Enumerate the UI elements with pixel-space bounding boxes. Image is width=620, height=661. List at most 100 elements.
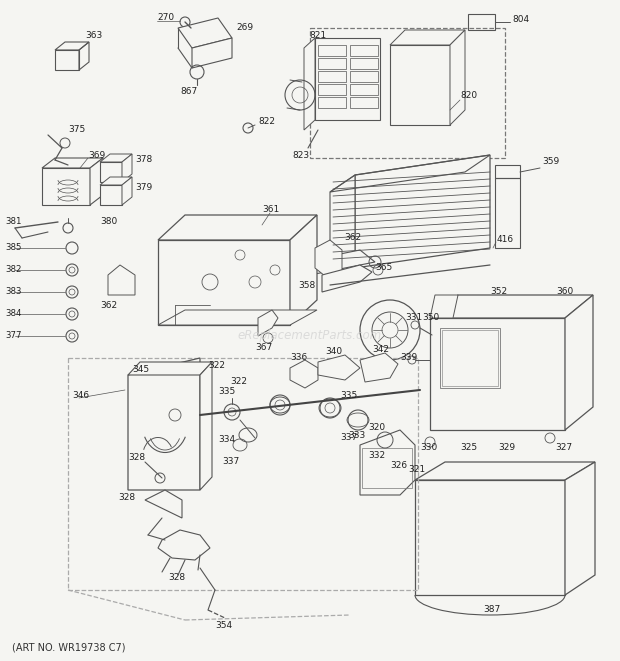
Text: 821: 821: [309, 30, 326, 40]
Polygon shape: [158, 240, 290, 325]
Polygon shape: [390, 45, 450, 125]
Polygon shape: [430, 295, 593, 318]
Text: 362: 362: [344, 233, 361, 243]
Polygon shape: [128, 362, 212, 375]
Text: 328: 328: [128, 453, 145, 463]
Text: 822: 822: [258, 118, 275, 126]
Text: 322: 322: [230, 377, 247, 387]
Bar: [318, 58, 346, 69]
Text: 382: 382: [5, 266, 22, 274]
Text: 375: 375: [68, 126, 86, 134]
Bar: [350, 84, 378, 95]
Text: 352: 352: [490, 288, 507, 297]
Text: 337: 337: [222, 457, 239, 467]
Bar: [318, 84, 346, 95]
Polygon shape: [90, 158, 103, 205]
Text: 381: 381: [5, 217, 22, 227]
Text: 380: 380: [100, 217, 117, 227]
Text: (ART NO. WR19738 C7): (ART NO. WR19738 C7): [12, 643, 125, 653]
Polygon shape: [108, 265, 135, 295]
Polygon shape: [178, 18, 232, 48]
Text: 320: 320: [368, 424, 385, 432]
Polygon shape: [450, 30, 465, 125]
Polygon shape: [430, 318, 565, 430]
Text: 359: 359: [542, 157, 559, 167]
Text: 369: 369: [88, 151, 105, 159]
Text: 384: 384: [5, 309, 22, 319]
Text: 387: 387: [484, 605, 500, 615]
Text: 367: 367: [255, 344, 272, 352]
Polygon shape: [565, 462, 595, 595]
Polygon shape: [330, 175, 355, 285]
Polygon shape: [158, 310, 317, 325]
Polygon shape: [415, 480, 565, 595]
Polygon shape: [128, 358, 200, 490]
Bar: [318, 45, 346, 56]
Text: 269: 269: [236, 24, 253, 32]
Text: 365: 365: [375, 264, 392, 272]
Polygon shape: [315, 38, 380, 120]
Bar: [362, 448, 412, 488]
Polygon shape: [100, 185, 122, 205]
Text: 362: 362: [100, 301, 117, 309]
Text: 377: 377: [5, 332, 22, 340]
Text: 326: 326: [390, 461, 407, 469]
Polygon shape: [290, 215, 317, 325]
Polygon shape: [360, 353, 398, 382]
Text: 330: 330: [420, 444, 437, 453]
Polygon shape: [122, 154, 132, 182]
Text: 804: 804: [512, 15, 529, 24]
Text: 361: 361: [262, 206, 279, 215]
Polygon shape: [258, 310, 278, 336]
Polygon shape: [192, 38, 232, 68]
Text: 328: 328: [118, 494, 135, 502]
Polygon shape: [200, 362, 212, 490]
Text: 337: 337: [340, 434, 357, 442]
Bar: [350, 45, 378, 56]
Text: 336: 336: [290, 354, 308, 362]
Polygon shape: [100, 162, 122, 182]
Polygon shape: [42, 168, 90, 205]
Polygon shape: [390, 30, 465, 45]
Text: 383: 383: [5, 288, 22, 297]
Bar: [442, 330, 498, 386]
Text: 358: 358: [298, 280, 315, 290]
Text: 335: 335: [340, 391, 357, 399]
Polygon shape: [430, 295, 458, 318]
Bar: [310, 28, 505, 158]
Polygon shape: [565, 295, 593, 430]
Polygon shape: [315, 240, 342, 280]
Text: 378: 378: [135, 155, 153, 165]
Text: 867: 867: [180, 87, 197, 97]
Text: 379: 379: [135, 184, 153, 192]
Text: 333: 333: [348, 430, 365, 440]
Bar: [318, 97, 346, 108]
Bar: [350, 58, 378, 69]
Polygon shape: [318, 355, 360, 380]
Text: 416: 416: [497, 235, 514, 245]
Text: 325: 325: [460, 444, 477, 453]
Polygon shape: [360, 430, 415, 495]
Polygon shape: [304, 38, 315, 130]
Polygon shape: [100, 154, 132, 162]
Text: 363: 363: [85, 30, 102, 40]
Polygon shape: [158, 530, 210, 560]
Bar: [440, 328, 500, 388]
Text: 340: 340: [325, 348, 342, 356]
Text: 270: 270: [157, 13, 174, 22]
Bar: [350, 71, 378, 82]
Polygon shape: [415, 462, 595, 480]
Text: 322: 322: [208, 360, 225, 369]
Polygon shape: [122, 177, 132, 205]
Text: 327: 327: [555, 444, 572, 453]
Bar: [350, 97, 378, 108]
Text: 354: 354: [215, 621, 232, 629]
Bar: [318, 71, 346, 82]
Text: 329: 329: [498, 444, 515, 453]
Polygon shape: [158, 215, 317, 240]
Text: 385: 385: [5, 243, 22, 253]
Polygon shape: [145, 490, 182, 518]
Text: 823: 823: [292, 151, 309, 159]
Text: eReplacementParts.com: eReplacementParts.com: [238, 329, 382, 342]
Text: 346: 346: [72, 391, 89, 399]
